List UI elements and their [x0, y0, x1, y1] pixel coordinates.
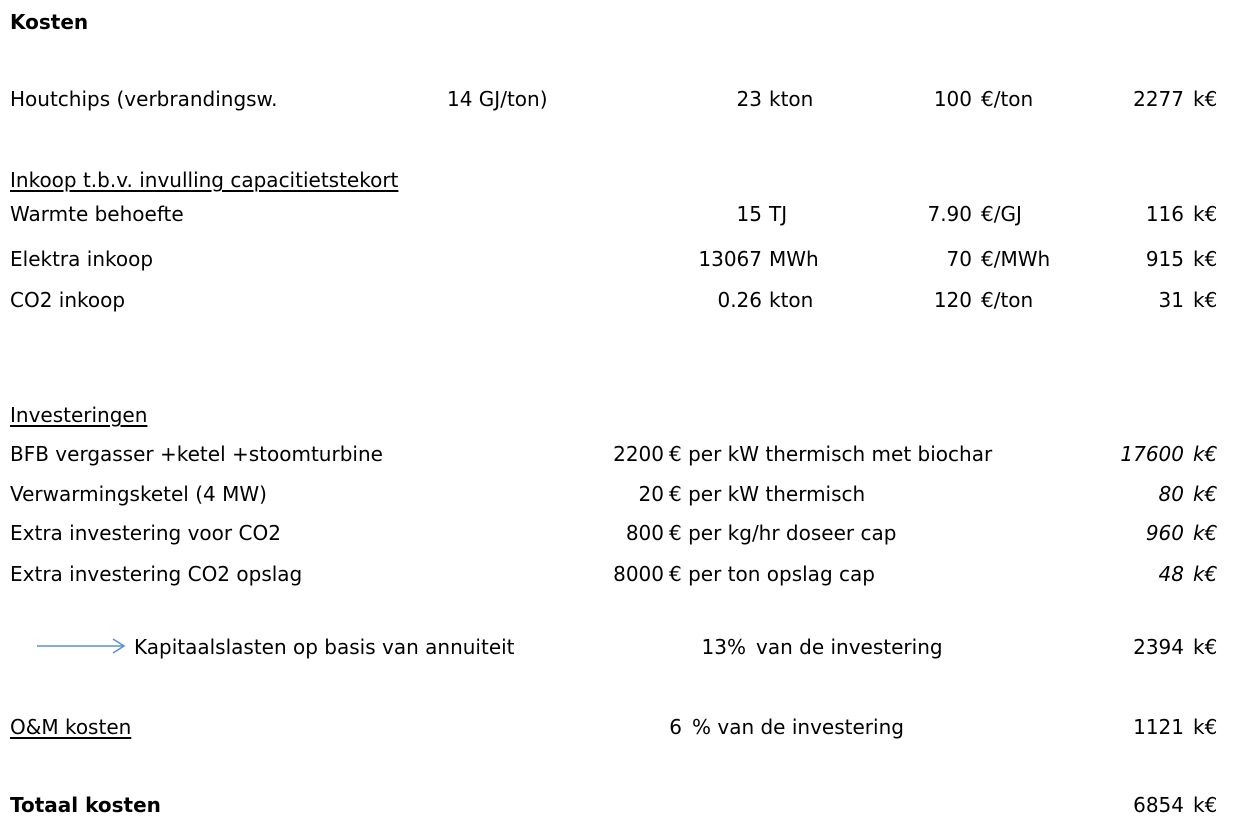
om-total-unit: k€: [1193, 715, 1218, 739]
purchase-label: Warmte behoefte: [10, 202, 184, 226]
grand-total-unit: k€: [1193, 793, 1218, 817]
purchase-price: 70: [946, 247, 972, 271]
purchase-total-unit: k€: [1193, 202, 1218, 226]
investment-total-unit: k€: [1193, 562, 1218, 586]
investment-total: 17600: [1120, 442, 1184, 466]
om-value: 6: [669, 715, 682, 739]
investment-value: 2200: [613, 442, 664, 466]
grand-total-value: 6854: [1133, 793, 1184, 817]
purchase-qty-unit: MWh: [769, 247, 819, 271]
investment-value: 8000: [613, 562, 664, 586]
purchase-price-unit: €/ton: [981, 288, 1034, 312]
right-arrow-icon: [37, 638, 126, 654]
om-desc: % van de investering: [692, 715, 904, 739]
investment-label: Extra investering CO2 opslag: [10, 562, 303, 586]
investment-total: 960: [1145, 521, 1184, 545]
investment-desc: € per kg/hr doseer cap: [669, 521, 897, 545]
investment-total: 80: [1158, 482, 1184, 506]
fuel-qty-unit: kton: [769, 87, 814, 111]
om-total: 1121: [1133, 715, 1184, 739]
capital-total-unit: k€: [1193, 635, 1218, 659]
purchase-qty-unit: kton: [769, 288, 814, 312]
investment-value: 800: [625, 521, 664, 545]
capital-total: 2394: [1133, 635, 1184, 659]
investment-value: 20: [638, 482, 664, 506]
purchase-price-unit: €/GJ: [981, 202, 1022, 226]
grand-total-label: Totaal kosten: [10, 793, 161, 817]
fuel-price-unit: €/ton: [981, 87, 1034, 111]
purchase-total: 116: [1145, 202, 1184, 226]
purchase-section-title: Inkoop t.b.v. invulling capacitietstekor…: [10, 168, 399, 192]
investment-desc: € per kW thermisch: [669, 482, 866, 506]
capital-label: Kapitaalslasten op basis van annuiteit: [134, 635, 515, 659]
investment-total-unit: k€: [1193, 442, 1218, 466]
purchase-price: 7.90: [927, 202, 972, 226]
purchase-qty: 13067: [698, 247, 762, 271]
page-title: Kosten: [10, 10, 89, 34]
purchase-price-unit: €/MWh: [981, 247, 1051, 271]
capital-pct: 13%: [701, 635, 746, 659]
purchase-label: Elektra inkoop: [10, 247, 154, 271]
purchase-total-unit: k€: [1193, 288, 1218, 312]
investment-desc: € per kW thermisch met biochar: [669, 442, 993, 466]
fuel-total: 2277: [1133, 87, 1184, 111]
fuel-qty: 23: [736, 87, 762, 111]
purchase-total-unit: k€: [1193, 247, 1218, 271]
investment-total: 48: [1158, 562, 1184, 586]
purchase-qty-unit: TJ: [769, 202, 788, 226]
capital-desc: van de investering: [756, 635, 943, 659]
fuel-price: 100: [933, 87, 972, 111]
purchase-price: 120: [933, 288, 972, 312]
purchase-qty: 0.26: [717, 288, 762, 312]
investment-label: BFB vergasser +ketel +stoomturbine: [10, 442, 383, 466]
purchase-total: 915: [1145, 247, 1184, 271]
investment-label: Extra investering voor CO2: [10, 521, 281, 545]
purchase-total: 31: [1158, 288, 1184, 312]
fuel-label: Houtchips (verbrandingsw.: [10, 87, 278, 111]
investment-total-unit: k€: [1193, 521, 1218, 545]
purchase-label: CO2 inkoop: [10, 288, 126, 312]
investments-section-title: Investeringen: [10, 403, 148, 427]
purchase-qty: 15: [736, 202, 762, 226]
fuel-calorific: 14 GJ/ton): [447, 87, 548, 111]
investment-desc: € per ton opslag cap: [669, 562, 875, 586]
investment-total-unit: k€: [1193, 482, 1218, 506]
investment-label: Verwarmingsketel (4 MW): [10, 482, 267, 506]
fuel-total-unit: k€: [1193, 87, 1218, 111]
om-label: O&M kosten: [10, 715, 132, 739]
